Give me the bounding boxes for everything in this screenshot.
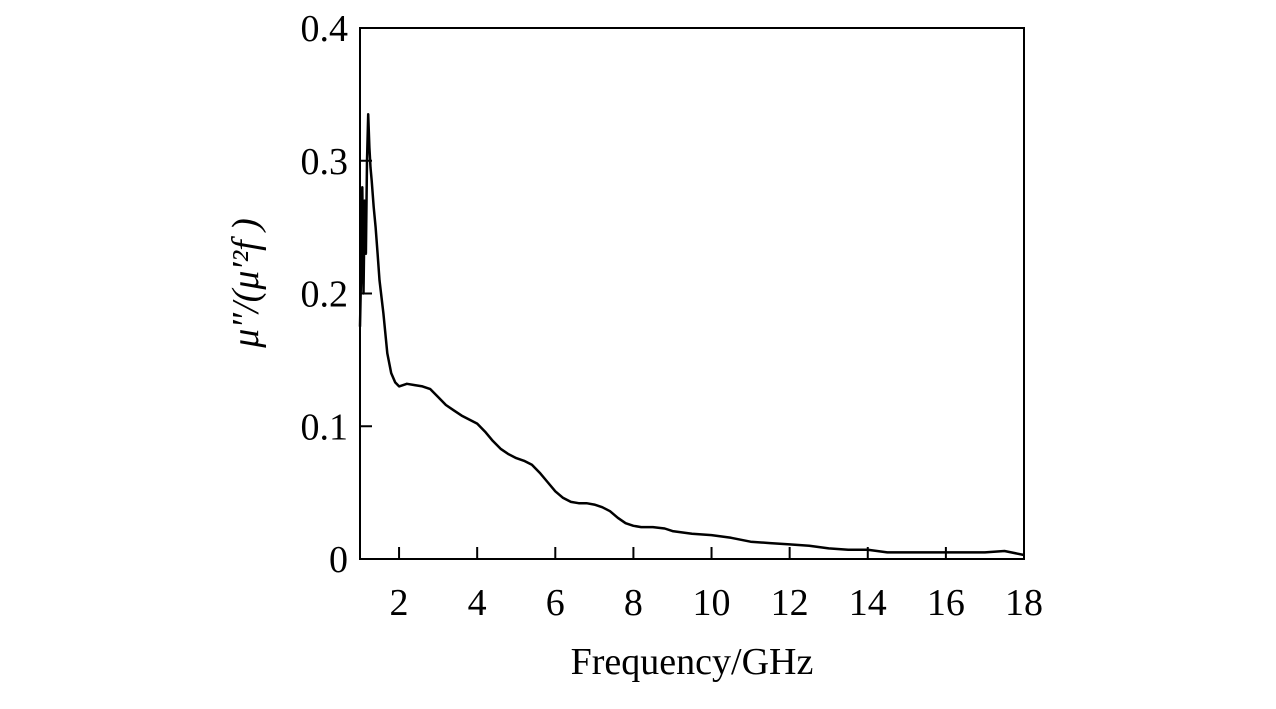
x-tick-label: 4 — [468, 582, 487, 624]
x-tick-label: 12 — [771, 582, 809, 624]
x-axis-title: Frequency/GHz — [571, 641, 814, 683]
y-tick-label: 0 — [329, 539, 348, 581]
y-axis-ticks: 0 0.1 0.2 0.3 0.4 — [301, 8, 372, 581]
y-axis-title: μ″/(μ′²f ) — [225, 218, 267, 349]
y-tick-label: 0.2 — [301, 274, 349, 316]
y-tick-label: 0.4 — [301, 8, 349, 50]
y-tick-label: 0.3 — [301, 141, 349, 183]
x-tick-label: 14 — [849, 582, 887, 624]
x-tick-label: 16 — [927, 582, 965, 624]
series-line — [358, 113, 1025, 557]
x-tick-label: 6 — [546, 582, 565, 624]
x-tick-label: 8 — [624, 582, 643, 624]
y-tick-label: 0.1 — [301, 406, 349, 448]
x-axis-ticks: 2 4 6 8 10 12 14 16 18 — [390, 547, 1043, 624]
plot-frame — [359, 27, 1025, 560]
x-tick-label: 10 — [693, 582, 731, 624]
x-tick-label: 2 — [390, 582, 409, 624]
x-tick-label: 18 — [1005, 582, 1043, 624]
